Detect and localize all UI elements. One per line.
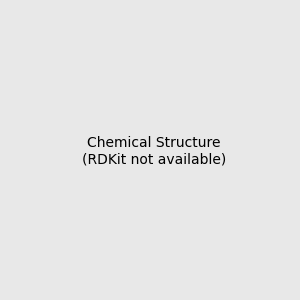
Text: Chemical Structure
(RDKit not available): Chemical Structure (RDKit not available) [82, 136, 226, 166]
